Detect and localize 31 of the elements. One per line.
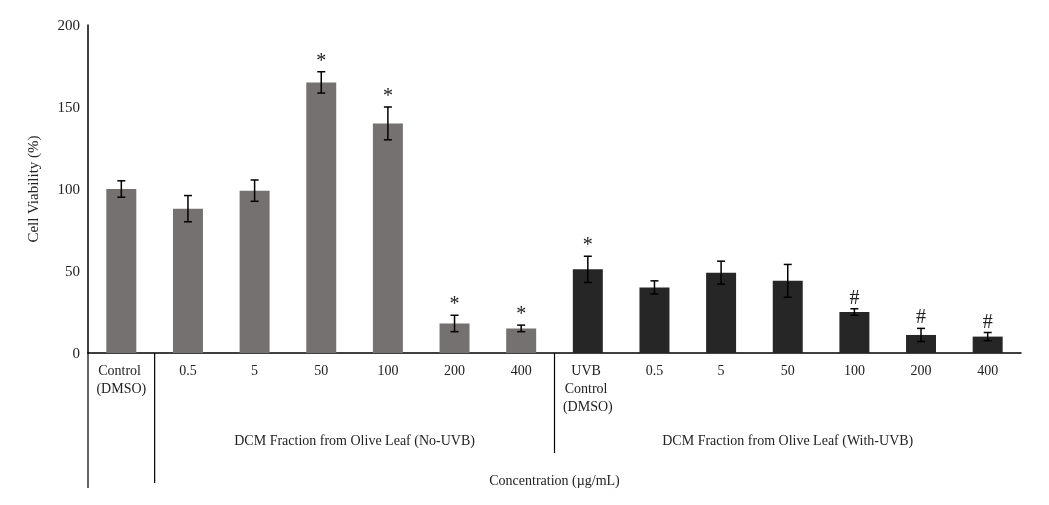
x-tick-label: 100 [377, 362, 399, 378]
text: DCM Fraction from Olive Leaf (With-UVB) [662, 432, 914, 449]
data-label: * [516, 302, 527, 325]
y-tick-label: 100 [57, 181, 80, 197]
x-tick-label: 200 [444, 362, 466, 378]
y-tick-label: 150 [57, 99, 80, 115]
data-label: * [382, 84, 393, 106]
x-tick-label: Control (DMSO) [96, 362, 147, 397]
data-label: # [916, 305, 927, 328]
x-tick-label: 5 [251, 362, 259, 378]
x-tick-label: 0.5 [645, 362, 664, 378]
data-label: # [982, 309, 993, 332]
x-tick-label: 100 [843, 362, 865, 378]
x-axis-title: Concentration (µg/mL) [489, 472, 621, 489]
x-tick-label: 0.5 [179, 362, 197, 378]
y-tick-label: 0 [72, 345, 80, 361]
x-tick-label: 200 [910, 362, 932, 378]
text: DCM Fraction from Olive Leaf (No-UVB) [234, 432, 476, 449]
y-axis-title: Cell Viability (%) [24, 135, 42, 243]
x-tick-label: 50 [780, 362, 795, 378]
x-tick-label: 400 [510, 362, 532, 378]
y-tick-label: 200 [57, 17, 80, 33]
x-tick-label: 5 [717, 362, 725, 378]
data-label: * [316, 48, 327, 71]
y-tick-label: 50 [65, 263, 80, 279]
x-tick-label: UVB Control (DMSO) [562, 362, 614, 415]
x-tick-label: 400 [977, 362, 999, 378]
data-label: # [849, 285, 860, 308]
data-label: * [582, 233, 593, 256]
x-tick-label: 50 [314, 362, 329, 378]
data-label: * [449, 292, 460, 315]
